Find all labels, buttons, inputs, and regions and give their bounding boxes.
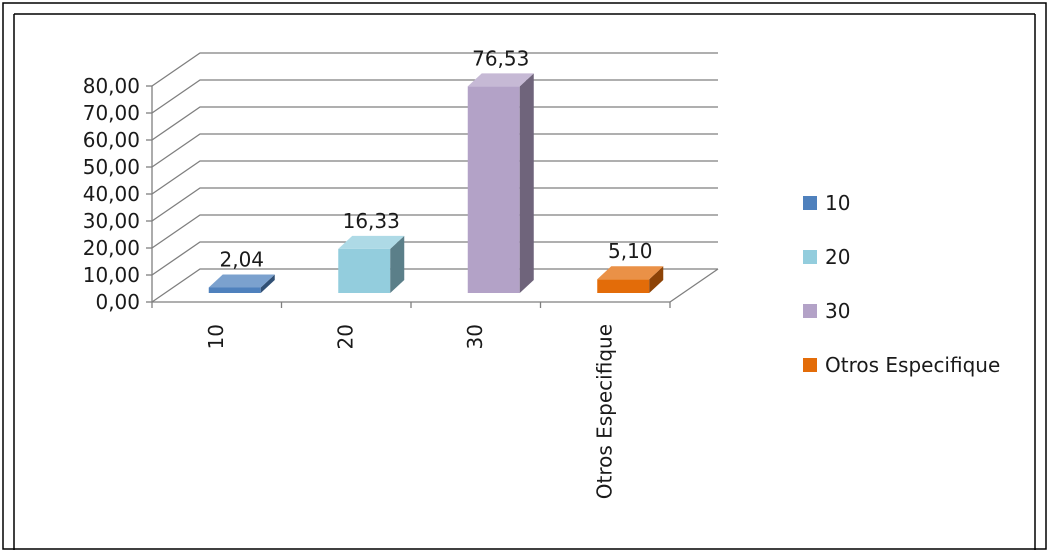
legend-item: 30 (803, 299, 850, 323)
legend: 10 20 30 Otros Especifique (803, 191, 1000, 377)
legend-swatch (803, 250, 817, 264)
y-tick-label: 30,00 (83, 209, 140, 233)
y-tick-label: 60,00 (83, 128, 140, 152)
bar-side (649, 266, 664, 293)
x-tick-label: 10 (204, 324, 228, 349)
legend-swatch (803, 196, 817, 210)
x-tick-labels: 10 20 30 Otros Especifique (204, 324, 617, 499)
data-label: 16,33 (343, 209, 400, 233)
legend-label: 30 (825, 299, 850, 323)
data-label: 5,10 (608, 239, 653, 263)
data-labels: 2,04 16,33 76,53 5,10 (219, 46, 652, 271)
floor-edge (669, 268, 719, 303)
legend-swatch (803, 358, 817, 372)
legend-item: Otros Especifique (803, 353, 1000, 377)
bar-side (260, 274, 275, 293)
bar-front (208, 287, 261, 293)
y-tick-label: 80,00 (83, 74, 140, 98)
gridline (151, 52, 718, 87)
y-tick-labels: 0,00 10,00 20,00 30,00 40,00 50,00 60,00 70,00 8… (83, 74, 140, 314)
data-label: 2,04 (219, 247, 264, 271)
bar-2 (467, 73, 534, 293)
gridline (151, 133, 718, 168)
legend-label: Otros Especifique (825, 353, 1000, 377)
gridline (151, 106, 718, 141)
y-tick-label: 10,00 (83, 263, 140, 287)
y-tick-label: 0,00 (95, 290, 140, 314)
bar-0 (208, 274, 275, 293)
bar-front (597, 279, 650, 293)
legend-label: 10 (825, 191, 850, 215)
x-tick-label: 30 (463, 324, 487, 349)
bar-top (597, 266, 664, 280)
bar-1 (338, 235, 405, 293)
bar-top (467, 73, 534, 87)
legend-item: 20 (803, 245, 850, 269)
legend-swatch (803, 304, 817, 318)
y-tick-label: 50,00 (83, 155, 140, 179)
y-tick-label: 70,00 (83, 101, 140, 125)
bar-front (467, 86, 520, 293)
axes (146, 85, 719, 308)
data-label: 76,53 (472, 46, 529, 70)
bar-front (338, 248, 391, 293)
bar-top (338, 235, 405, 249)
legend-label: 20 (825, 245, 850, 269)
gridline (151, 241, 718, 276)
x-tick-label: Otros Especifique (592, 324, 616, 499)
legend-item: 10 (803, 191, 850, 215)
gridline (151, 160, 718, 195)
gridline (151, 187, 718, 222)
y-tick-label: 20,00 (83, 236, 140, 260)
bar-top (208, 274, 275, 288)
gridline (151, 268, 718, 303)
gridline (151, 79, 718, 114)
gridlines (151, 52, 718, 303)
bar-side (519, 73, 534, 293)
bar-side (390, 235, 405, 293)
bars (208, 73, 664, 293)
bar-3 (597, 266, 664, 293)
x-tick-label: 20 (333, 324, 357, 349)
gridline (151, 214, 718, 249)
y-tick-label: 40,00 (83, 182, 140, 206)
